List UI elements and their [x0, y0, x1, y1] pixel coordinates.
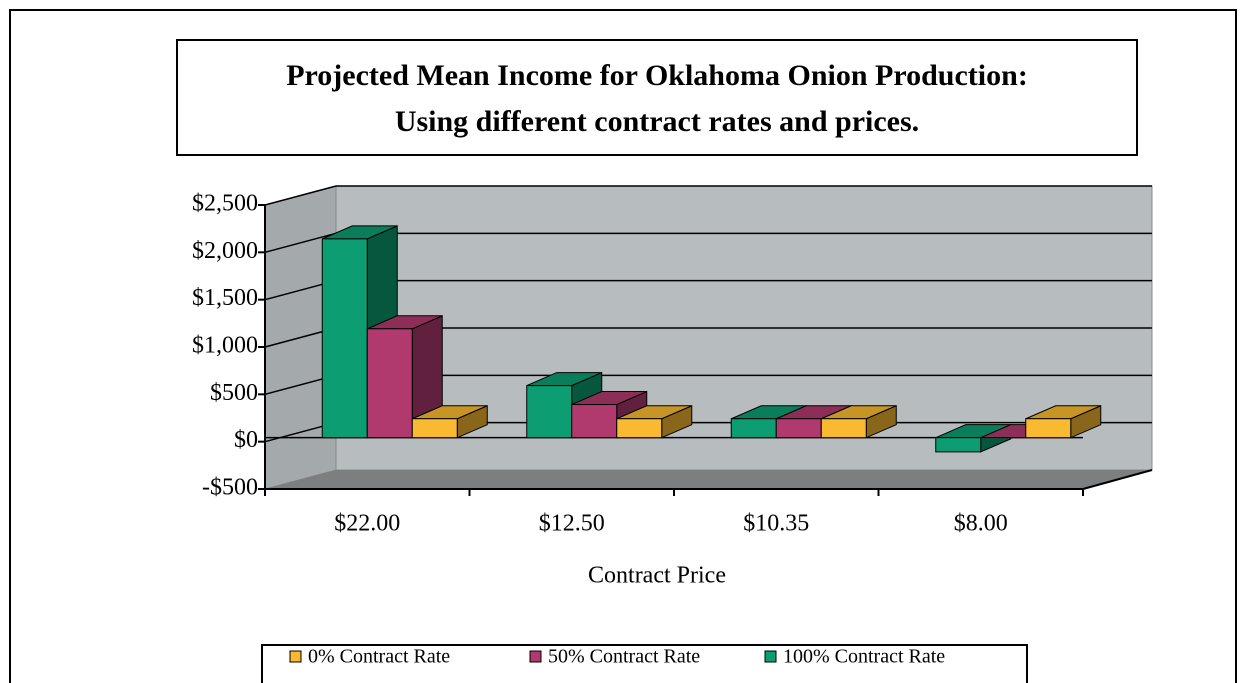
bar-front	[616, 418, 663, 439]
y-tick-label: $500	[210, 380, 258, 406]
grid-line	[264, 185, 337, 206]
y-tick-label: $2,000	[192, 238, 258, 264]
bar	[616, 404, 693, 439]
y-tick-label: $1,500	[192, 285, 258, 311]
bar-front	[411, 418, 458, 439]
bar	[411, 404, 488, 439]
bar-front	[526, 385, 573, 439]
grid-line	[264, 232, 337, 254]
legend-box	[261, 644, 1028, 683]
bar-front	[730, 418, 777, 439]
bar-front	[935, 437, 982, 453]
bar-front	[820, 418, 867, 439]
legend-swatch	[764, 650, 777, 663]
x-tick-label: $22.00	[334, 511, 400, 537]
bar-front	[321, 238, 368, 439]
floor	[265, 470, 1152, 489]
legend-swatch	[529, 650, 542, 663]
y-tick-label: $1,000	[192, 333, 258, 359]
bar	[935, 423, 1012, 453]
chart-subtitle: Using different contract rates and price…	[395, 105, 919, 138]
y-tick-label: $2,500	[192, 191, 258, 217]
legend-label: 0% Contract Rate	[308, 646, 450, 668]
y-tick-label: -$500	[202, 475, 258, 501]
bar-front	[775, 418, 822, 439]
x-tick-label: $10.35	[743, 511, 809, 537]
chart-title: Projected Mean Income for Oklahoma Onion…	[286, 59, 1028, 92]
y-tick-label: $0	[234, 427, 258, 453]
bar-front	[366, 328, 413, 439]
bar-front	[571, 404, 618, 439]
bar	[1025, 404, 1102, 439]
x-tick-label: $12.50	[539, 511, 605, 537]
bar-front	[1025, 418, 1072, 439]
x-tick-label: $8.00	[954, 511, 1008, 537]
x-axis-title: Contract Price	[588, 563, 726, 589]
legend-label: 50% Contract Rate	[548, 646, 700, 668]
bar	[820, 404, 897, 439]
legend-label: 100% Contract Rate	[783, 646, 945, 668]
x-axis	[1082, 469, 1153, 490]
bar	[366, 315, 443, 439]
title-box	[176, 39, 1138, 156]
legend-swatch	[289, 650, 302, 663]
chart-frame	[9, 9, 1237, 683]
